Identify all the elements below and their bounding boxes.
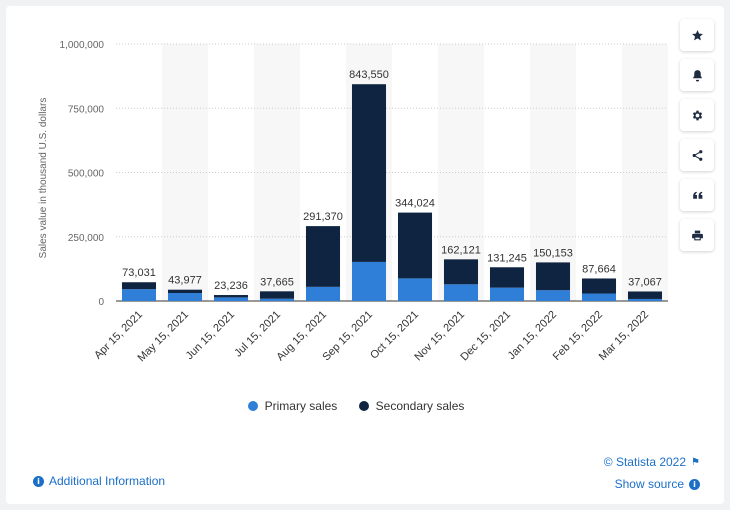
bar-secondary <box>167 289 203 294</box>
legend-item-secondary[interactable]: Secondary sales <box>358 399 465 413</box>
bar-primary <box>213 297 249 301</box>
additional-information-label: Additional Information <box>49 474 166 488</box>
legend-label-primary: Primary sales <box>264 399 338 413</box>
y-axis-label: Sales value in thousand U.S. dollars <box>38 98 49 259</box>
print-button[interactable] <box>680 219 714 251</box>
x-tick-label: Jul 15, 2021 <box>232 309 283 360</box>
bar-secondary <box>121 282 157 290</box>
copyright-label: © Statista 2022 <box>603 455 687 469</box>
chart: 0 250,000 500,000 750,000 1,000,000 Sales va… <box>38 40 668 365</box>
y-tick-label: 1,000,000 <box>60 40 105 51</box>
gridlines <box>116 43 668 302</box>
legend-marker-secondary <box>358 401 369 411</box>
bar-total-label: 291,370 <box>303 211 343 223</box>
share-icon <box>692 149 702 161</box>
bar-primary <box>489 287 525 301</box>
bar-total-label: 843,550 <box>349 69 389 81</box>
info-icon: i <box>33 475 44 487</box>
bar-primary <box>535 290 571 301</box>
chart-card: 0 250,000 500,000 750,000 1,000,000 Sales va… <box>6 6 724 504</box>
legend-label-secondary: Secondary sales <box>375 399 465 413</box>
gear-icon <box>692 110 702 120</box>
bar-total-label: 87,664 <box>582 263 616 275</box>
legend: Primary sales Secondary sales <box>6 399 706 414</box>
bar-primary <box>121 289 157 301</box>
y-tick-label: 500,000 <box>68 169 105 180</box>
bar-total-labels: 73,031 43,977 23,236 37,665 291,370 843,550 34… <box>122 69 662 292</box>
bars <box>121 84 663 301</box>
flag-icon: ⚑ <box>691 456 700 468</box>
bar-secondary <box>581 278 617 294</box>
x-tick-label: Mar 15, 2022 <box>597 309 651 363</box>
bar-secondary <box>213 295 249 298</box>
printer-icon <box>691 230 703 240</box>
settings-button[interactable] <box>680 99 714 131</box>
bar-total-label: 37,665 <box>260 276 294 288</box>
bar-total-label: 43,977 <box>168 275 202 287</box>
y-tick-label: 250,000 <box>68 233 105 244</box>
bar-primary <box>397 278 433 301</box>
bar-secondary <box>489 267 525 288</box>
bar-primary <box>627 298 663 301</box>
plot-band <box>254 44 300 301</box>
bar-total-label: 131,245 <box>487 252 527 264</box>
bar-primary <box>305 286 341 301</box>
legend-marker-primary <box>247 401 258 411</box>
show-source-label: Show source <box>614 477 684 491</box>
bar-secondary <box>535 262 571 291</box>
bar-primary <box>581 293 617 301</box>
bar-secondary <box>397 212 433 279</box>
bar-total-label: 37,067 <box>628 276 662 288</box>
additional-information-link[interactable]: i Additional Information <box>33 474 165 488</box>
y-tick-label: 750,000 <box>68 104 105 115</box>
bar-secondary <box>443 259 479 285</box>
y-axis-ticks: 0 250,000 500,000 750,000 1,000,000 <box>60 40 105 308</box>
bar-total-label: 344,024 <box>395 198 435 210</box>
y-tick-label: 0 <box>98 297 104 308</box>
bar-total-label: 162,121 <box>441 244 481 256</box>
bar-primary <box>167 293 203 301</box>
x-tick-label: Jun 15, 2021 <box>184 309 237 362</box>
bar-secondary <box>627 291 663 299</box>
bar-secondary <box>305 226 341 287</box>
statista-copyright[interactable]: © Statista 2022 ⚑ <box>604 455 700 469</box>
notification-button[interactable] <box>680 59 714 91</box>
bar-secondary <box>351 84 387 262</box>
plot-band <box>530 44 576 301</box>
cite-button[interactable] <box>680 179 714 211</box>
bell-icon <box>692 69 702 81</box>
legend-item-primary[interactable]: Primary sales <box>247 399 338 413</box>
bar-total-label: 150,153 <box>533 247 573 259</box>
star-icon <box>691 29 703 40</box>
favorite-button[interactable] <box>680 19 714 51</box>
bar-total-label: 23,236 <box>214 280 248 292</box>
bar-total-label: 73,031 <box>122 267 156 279</box>
share-button[interactable] <box>680 139 714 171</box>
bar-primary <box>259 298 295 301</box>
bar-primary <box>443 284 479 301</box>
bar-primary <box>351 261 387 301</box>
bar-secondary <box>259 291 295 299</box>
quote-icon <box>692 191 702 199</box>
side-toolbar <box>680 19 714 259</box>
show-source-link[interactable]: Show source i <box>615 477 700 491</box>
info-icon: i <box>689 478 700 490</box>
